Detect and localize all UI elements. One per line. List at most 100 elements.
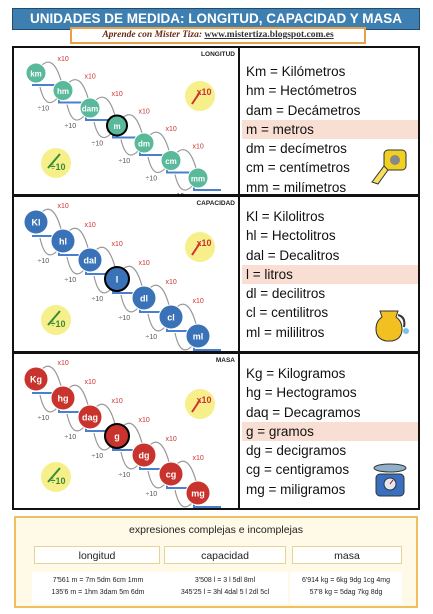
- longitud-diagram: x10 ÷10 km x10 ÷10 hm x10 ÷10 dam x10 ÷10 m x10 ÷10 dm…: [14, 48, 240, 194]
- div-label: ÷10: [173, 193, 185, 194]
- times-label: x10: [112, 241, 123, 248]
- svg-text:hm: hm: [57, 87, 69, 96]
- divide-arrow: [147, 313, 166, 332]
- times-label: x10: [112, 91, 123, 98]
- div-label: ÷10: [92, 296, 104, 303]
- svg-text:dam: dam: [82, 105, 98, 114]
- divide-arrow: [120, 139, 139, 156]
- unit-definition: hl = Hectolitros: [246, 228, 336, 244]
- unit-bubble: cg: [158, 461, 184, 487]
- unit-bubble: dag: [77, 404, 103, 430]
- tape-measure-icon: [370, 146, 410, 186]
- div-label: ÷10: [38, 258, 50, 265]
- section-tag: LONGITUD: [201, 51, 235, 58]
- div-label: ÷10: [65, 277, 77, 284]
- multiply-arrow: [41, 208, 62, 230]
- multiply-badge: x10: [185, 389, 215, 419]
- unit-bubble: dam: [79, 97, 101, 119]
- example-2: 135'6 m = 1hm 3dam 5m 6dm: [51, 589, 145, 596]
- divide-arrow: [120, 294, 139, 313]
- times-label: x10: [139, 417, 150, 424]
- svg-text:÷10: ÷10: [51, 319, 66, 329]
- unit-definition: dm = decímetros: [246, 141, 347, 157]
- scale-icon: [370, 460, 410, 500]
- svg-text:÷10: ÷10: [51, 476, 66, 486]
- section-tag: MASA: [215, 357, 235, 364]
- examples-longitud: 7'561 m = 7m 5dm 6cm 1mm 135'6 m = 1hm 3d…: [32, 572, 164, 604]
- example-1: 3'508 l = 3 l 5dl 8ml: [194, 577, 256, 584]
- divide-badge: ÷10: [41, 462, 71, 492]
- expresiones-title: expresiones complejas e incomplejas: [129, 524, 303, 536]
- divide-arrow: [39, 237, 58, 256]
- divide-arrow: [174, 489, 193, 508]
- svg-text:dal: dal: [83, 256, 96, 266]
- multiply-arrow: [149, 284, 170, 306]
- unit-bubble: Kl: [23, 209, 49, 235]
- times-label: x10: [85, 379, 96, 386]
- divide-arrow: [93, 432, 112, 451]
- col-head-longitud: longitud: [34, 546, 160, 564]
- unit-bubble: l: [104, 266, 130, 292]
- svg-text:ml: ml: [193, 332, 204, 342]
- subtitle-prefix: Aprende con Mister Tiza:: [102, 30, 205, 40]
- example-1: 6'914 kg = 6kg 9dg 1cg 4mg: [302, 577, 390, 584]
- svg-text:km: km: [30, 70, 42, 79]
- unit-bubble: hl: [50, 228, 76, 254]
- capacidad-list: Kl = Kilolitros hl = Hectolitros dal = Dec…: [242, 197, 418, 351]
- longitud-list: Km = Kilómetros hm = Hectómetros dam = Dec…: [242, 48, 418, 195]
- divide-arrow: [147, 156, 166, 174]
- times-label: x10: [139, 109, 150, 116]
- unit-definition: dal = Decalitros: [246, 247, 340, 263]
- div-label: ÷10: [65, 123, 77, 130]
- svg-text:÷10: ÷10: [51, 162, 66, 172]
- example-2: 57'8 kg = 5dag 7kg 8dg: [309, 589, 383, 596]
- multiply-badge: x10: [185, 232, 215, 262]
- unit-bubble: dm: [133, 132, 155, 154]
- times-label: x10: [166, 126, 177, 133]
- times-label: x10: [193, 298, 204, 305]
- div-label: ÷10: [146, 176, 158, 183]
- svg-text:x10: x10: [196, 238, 211, 248]
- section-capacidad: x10 ÷10 Kl x10 ÷10 hl x10 ÷10 dal x10 ÷10 l x10 ÷10 dl…: [12, 195, 420, 353]
- times-label: x10: [58, 360, 69, 367]
- capacidad-staircase: x10 ÷10 Kl x10 ÷10 hl x10 ÷10 dal x10 ÷10 l x10 ÷10 dl…: [23, 203, 221, 351]
- times-label: x10: [85, 222, 96, 229]
- multiply-arrow: [68, 384, 89, 406]
- svg-text:Kl: Kl: [32, 218, 41, 228]
- multiply-arrow: [122, 422, 143, 444]
- blog-link[interactable]: www.mistertiza.blogspot.com.es: [204, 30, 334, 40]
- divide-arrow: [66, 104, 85, 121]
- multiply-arrow: [149, 131, 170, 151]
- unit-bubble: dal: [77, 247, 103, 273]
- unit-bubble: Kg: [23, 366, 49, 392]
- divide-arrow: [39, 86, 58, 104]
- examples-masa: 6'914 kg = 6kg 9dg 1cg 4mg 57'8 kg = 5dag…: [290, 572, 402, 604]
- unit-definition: cl = centilitros: [246, 305, 329, 321]
- unit-definition: mm = milímetros: [246, 179, 347, 195]
- div-label: ÷10: [146, 334, 158, 341]
- masa-staircase: x10 ÷10 Kg x10 ÷10 hg x10 ÷10 dag x10 ÷10 g x10 ÷10 dg…: [23, 360, 221, 508]
- unit-bubble: hm: [52, 80, 74, 101]
- unit-definition: dg = decigramos: [246, 443, 347, 459]
- masa-diagram: x10 ÷10 Kg x10 ÷10 hg x10 ÷10 dag x10 ÷10 g x10 ÷10 dg…: [14, 354, 240, 508]
- divide-arrow: [174, 332, 193, 351]
- examples-capacidad: 3'508 l = 3 l 5dl 8ml 345'25 l = 3hl 4dal…: [162, 572, 288, 604]
- unit-bubble: dl: [131, 285, 157, 311]
- svg-text:cl: cl: [167, 313, 175, 323]
- unit-bubble: mg: [185, 480, 211, 506]
- unit-bubble: mm: [187, 167, 209, 189]
- div-label: ÷10: [119, 472, 131, 479]
- svg-text:x10: x10: [196, 395, 211, 405]
- col-head-masa: masa: [292, 546, 402, 564]
- longitud-staircase: x10 ÷10 km x10 ÷10 hm x10 ÷10 dam x10 ÷10 m x10 ÷10 dm…: [25, 56, 221, 194]
- multiply-arrow: [176, 303, 197, 325]
- page-subtitle: Aprende con Mister Tiza: www.mistertiza.…: [70, 27, 366, 44]
- unit-definition: Kl = Kilolitros: [246, 209, 325, 224]
- divide-arrow: [66, 256, 85, 275]
- div-label: ÷10: [92, 141, 104, 148]
- svg-text:x10: x10: [196, 87, 211, 97]
- multiply-arrow: [176, 460, 197, 482]
- svg-text:m: m: [113, 122, 120, 131]
- divide-arrow: [66, 413, 85, 432]
- page-title: UNIDADES DE MEDIDA: LONGITUD, CAPACIDAD …: [12, 8, 420, 30]
